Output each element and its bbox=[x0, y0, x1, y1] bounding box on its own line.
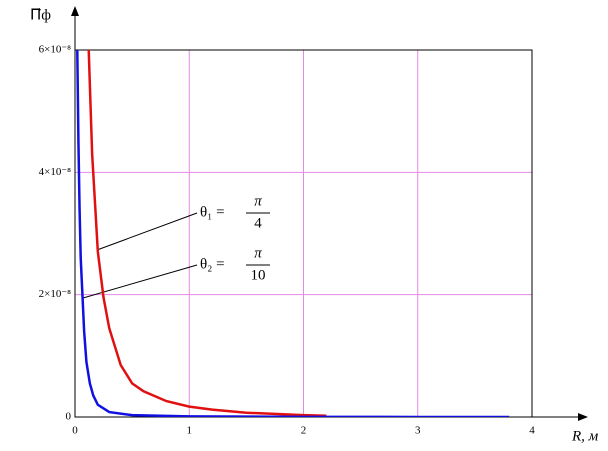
y-tick-label: 6×10⁻⁸ bbox=[39, 44, 72, 56]
x-tick-label: 3 bbox=[415, 425, 421, 437]
y-tick-label: 0 bbox=[66, 411, 72, 423]
series-line bbox=[87, 50, 327, 417]
annotation-lhs: θ₁ = bbox=[200, 204, 225, 220]
annotation-lhs: θ₂ = bbox=[200, 256, 225, 272]
x-tick-label: 2 bbox=[301, 425, 307, 437]
x-tick-label: 0 bbox=[72, 425, 78, 437]
annotation-den: 4 bbox=[254, 215, 262, 231]
x-tick-label: 4 bbox=[529, 425, 535, 437]
x-tick-label: 1 bbox=[187, 425, 193, 437]
y-tick-label: 2×10⁻⁸ bbox=[39, 288, 72, 300]
series-line bbox=[76, 50, 510, 417]
annotation-den: 10 bbox=[251, 267, 266, 283]
annotation-num: π bbox=[254, 245, 262, 261]
x-axis-arrow bbox=[578, 413, 588, 421]
x-axis-label: R, м bbox=[571, 428, 599, 444]
y-tick-label: 4×10⁻⁸ bbox=[39, 166, 72, 178]
annotation-num: π bbox=[254, 193, 262, 209]
y-axis-arrow bbox=[71, 6, 79, 16]
y-axis-label: Π⃗ф bbox=[30, 7, 51, 23]
leader-line bbox=[96, 212, 198, 251]
